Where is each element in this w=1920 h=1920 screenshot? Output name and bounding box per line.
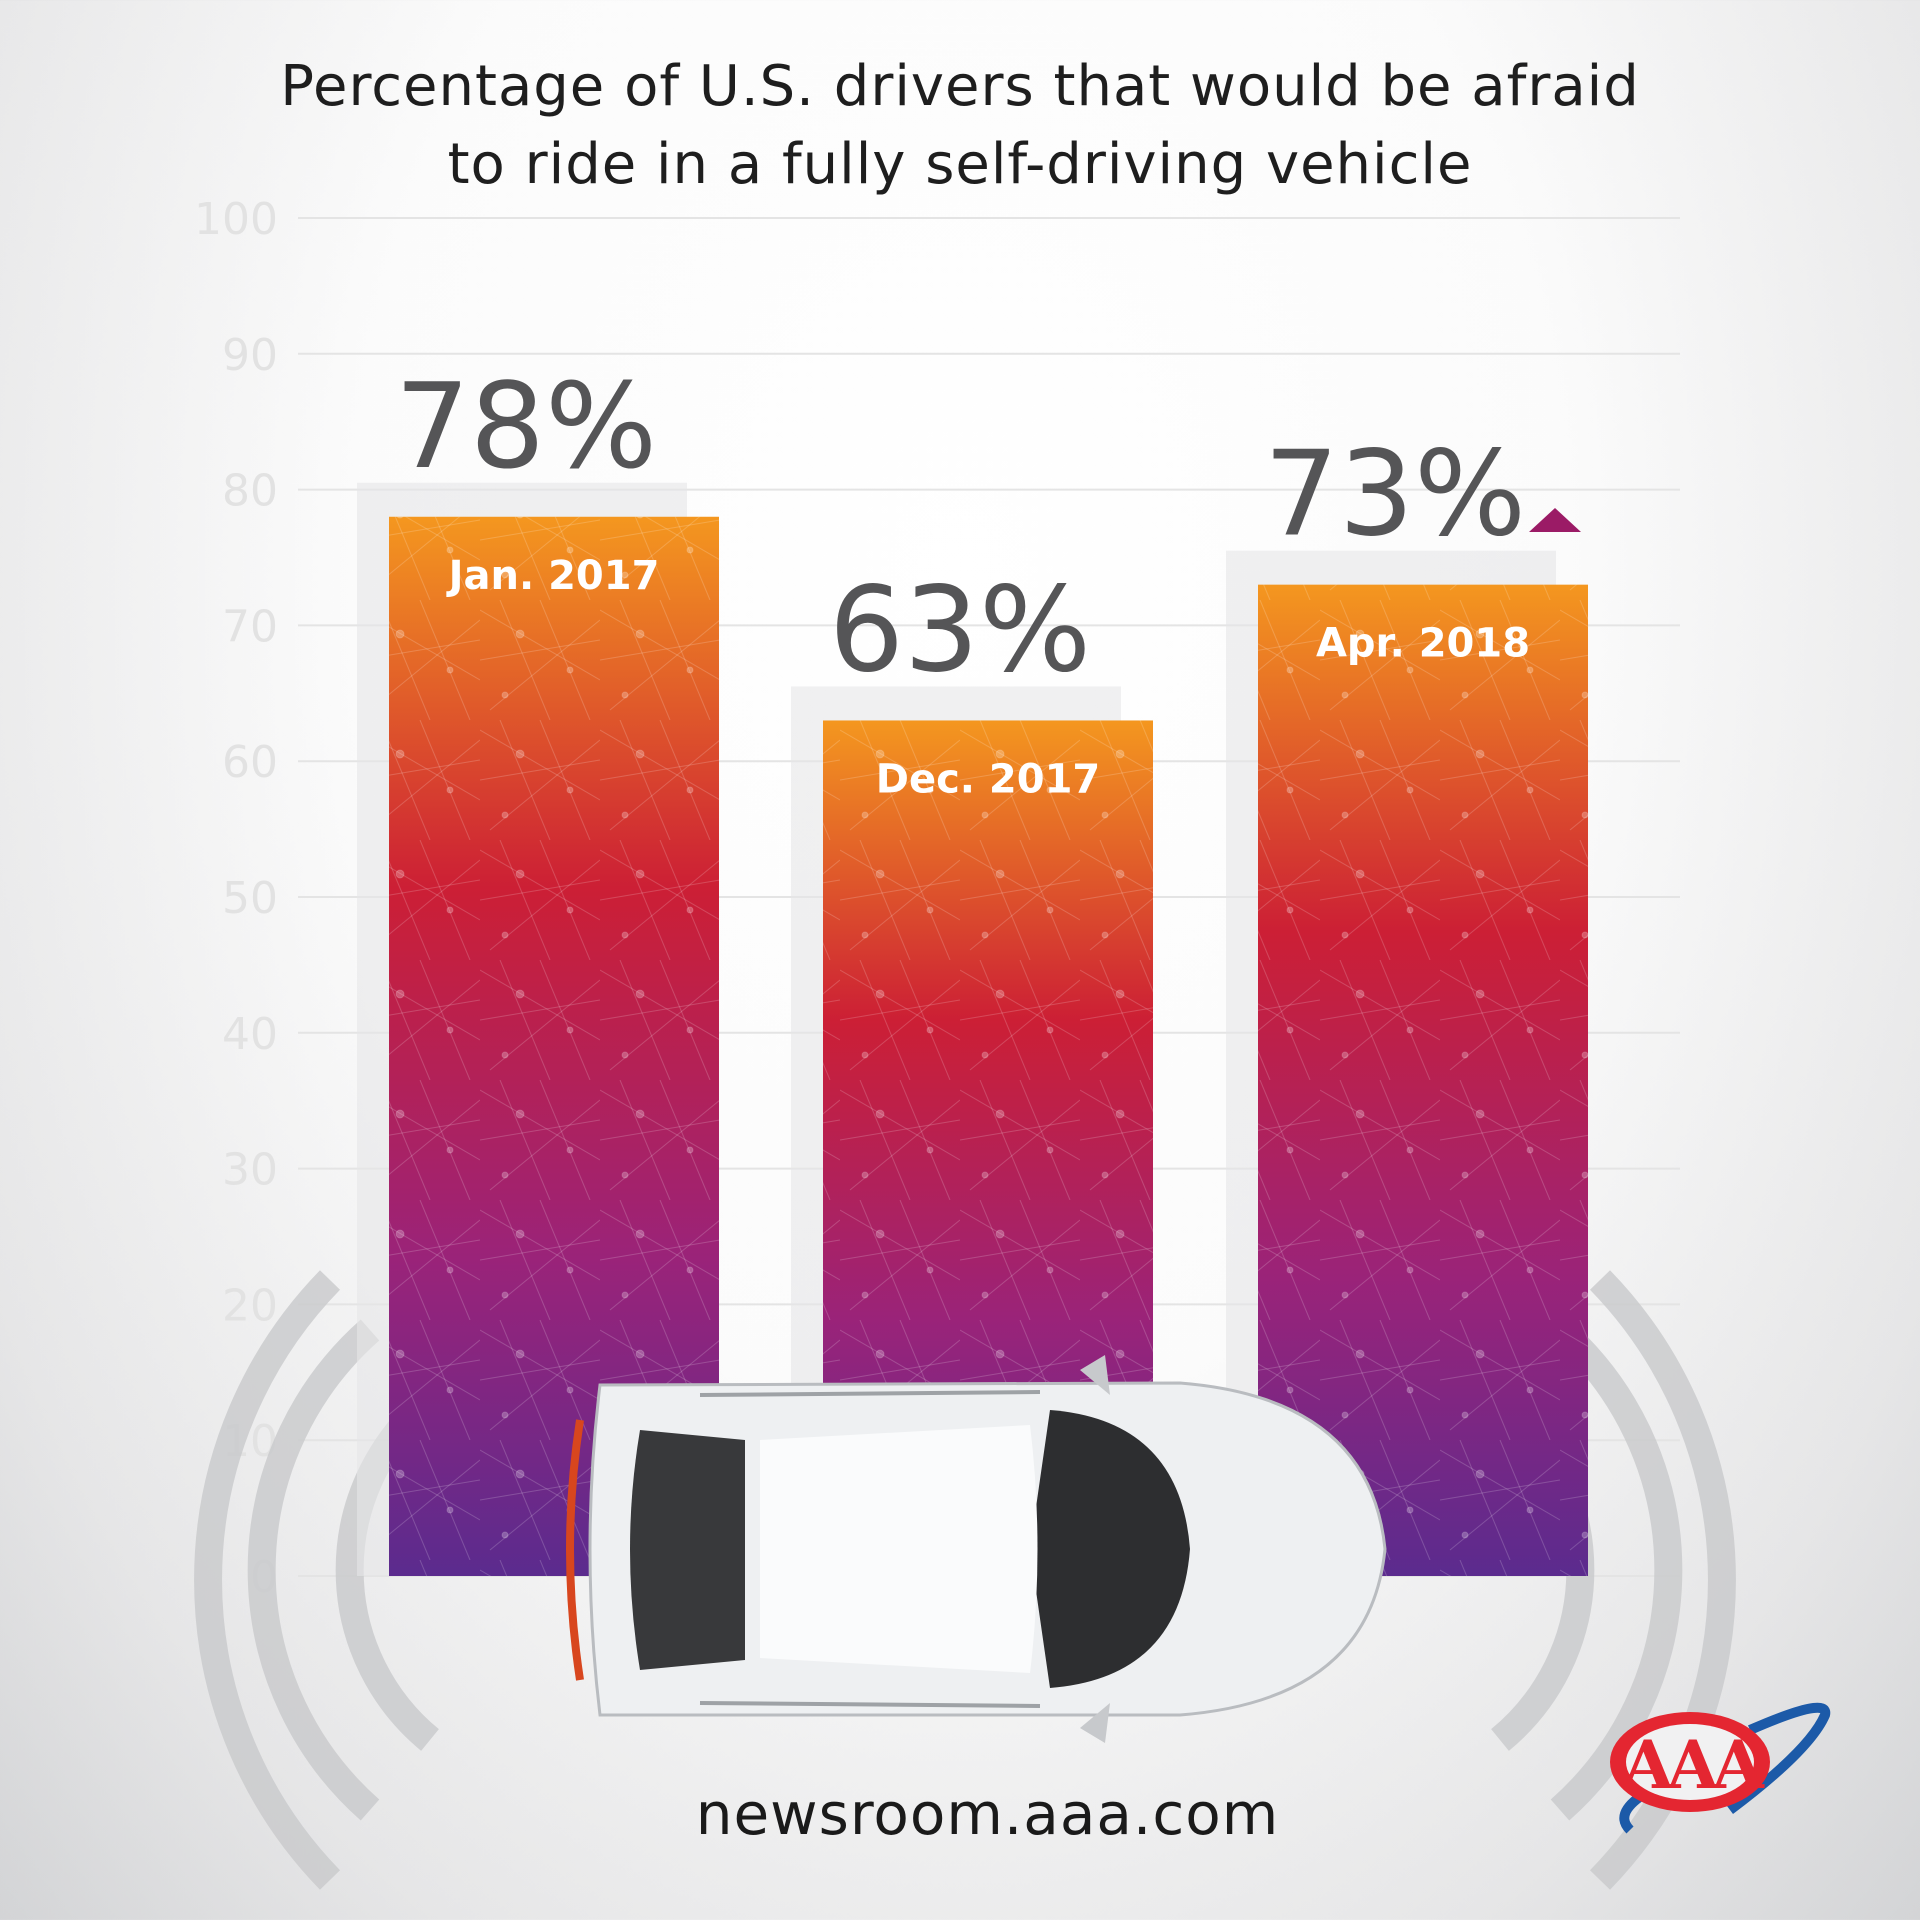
category-label: Dec. 2017 [876, 756, 1101, 802]
y-tick-label: 100 [194, 194, 278, 245]
y-tick-label: 90 [222, 330, 278, 381]
up-triangle-icon [1529, 508, 1581, 532]
chart-title: Percentage of U.S. drivers that would be… [0, 48, 1920, 204]
sensor-wave-left-3 [194, 1270, 341, 1890]
y-tick-label: 70 [222, 601, 278, 652]
category-label: Jan. 2017 [446, 553, 660, 599]
y-tick-label: 30 [222, 1145, 278, 1196]
footer-url[interactable]: newsroom.aaa.com [695, 1780, 1280, 1848]
y-tick-label: 40 [222, 1009, 278, 1060]
y-tick-label: 50 [222, 873, 278, 924]
y-tick-label: 80 [222, 466, 278, 517]
aaa-logo: AAA [1610, 1702, 1831, 1834]
data-label: 78% [395, 357, 657, 495]
svg-text:AAA: AAA [1621, 1726, 1764, 1804]
bar-texture [1258, 584, 1588, 1576]
title-line-1: Percentage of U.S. drivers that would be… [280, 54, 1640, 119]
y-tick-label: 20 [222, 1280, 278, 1331]
category-label: Apr. 2018 [1316, 621, 1530, 667]
y-tick-label: 60 [222, 737, 278, 788]
data-label: 73% [1264, 425, 1526, 563]
title-line-2: to ride in a fully self-driving vehicle [447, 132, 1473, 197]
data-label: 63% [829, 560, 1091, 698]
sensor-wave-left-2 [247, 1319, 380, 1821]
car-image [566, 1355, 1387, 1743]
